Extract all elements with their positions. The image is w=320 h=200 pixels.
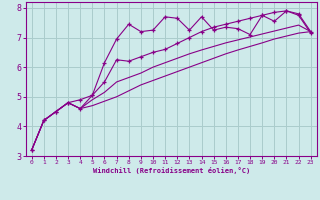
- X-axis label: Windchill (Refroidissement éolien,°C): Windchill (Refroidissement éolien,°C): [92, 167, 250, 174]
